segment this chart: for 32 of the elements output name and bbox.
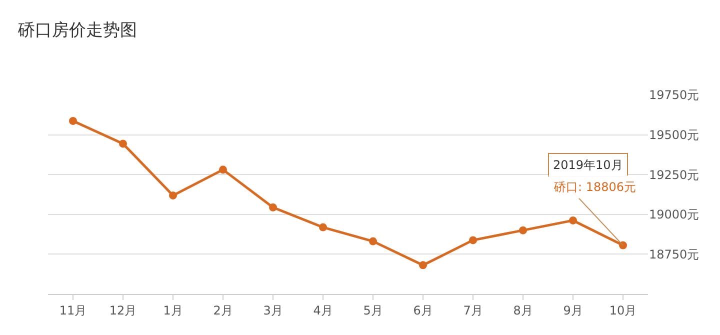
y-tick-label: 19000元 <box>649 208 700 222</box>
x-tick-label: 5月 <box>363 303 383 318</box>
x-tick-label: 8月 <box>513 303 533 318</box>
x-tick-label: 3月 <box>263 303 283 318</box>
y-tick-label: 19250元 <box>649 168 700 182</box>
annotation: 硚口: 18806元 <box>553 180 636 194</box>
point <box>319 223 327 232</box>
point <box>169 191 177 200</box>
x-tick-label: 6月 <box>413 303 433 318</box>
y-tick-label: 18750元 <box>649 247 700 262</box>
point <box>119 140 127 148</box>
y-tick-label: 19750元 <box>649 88 700 102</box>
x-tick-label: 1月 <box>163 303 183 318</box>
point <box>619 241 627 250</box>
point <box>69 116 77 125</box>
point <box>569 216 577 224</box>
x-tick-label: 11月 <box>59 303 87 318</box>
x-tick-label: 9月 <box>563 303 583 318</box>
x-tick-label: 7月 <box>463 303 483 318</box>
x-tick-label: 10月 <box>609 303 637 318</box>
point <box>269 203 277 212</box>
point <box>419 261 427 270</box>
x-tick-label: 4月 <box>313 303 333 318</box>
chart-title: 硚口房价走势图 <box>17 20 137 40</box>
x-tick-label: 12月 <box>109 303 137 318</box>
point <box>219 166 227 174</box>
y-tick-label: 19500元 <box>649 128 700 142</box>
annotation: 2019年10月 <box>553 158 623 172</box>
point <box>469 236 477 244</box>
point <box>369 237 377 246</box>
x-tick-label: 2月 <box>213 303 233 318</box>
point <box>519 226 527 234</box>
